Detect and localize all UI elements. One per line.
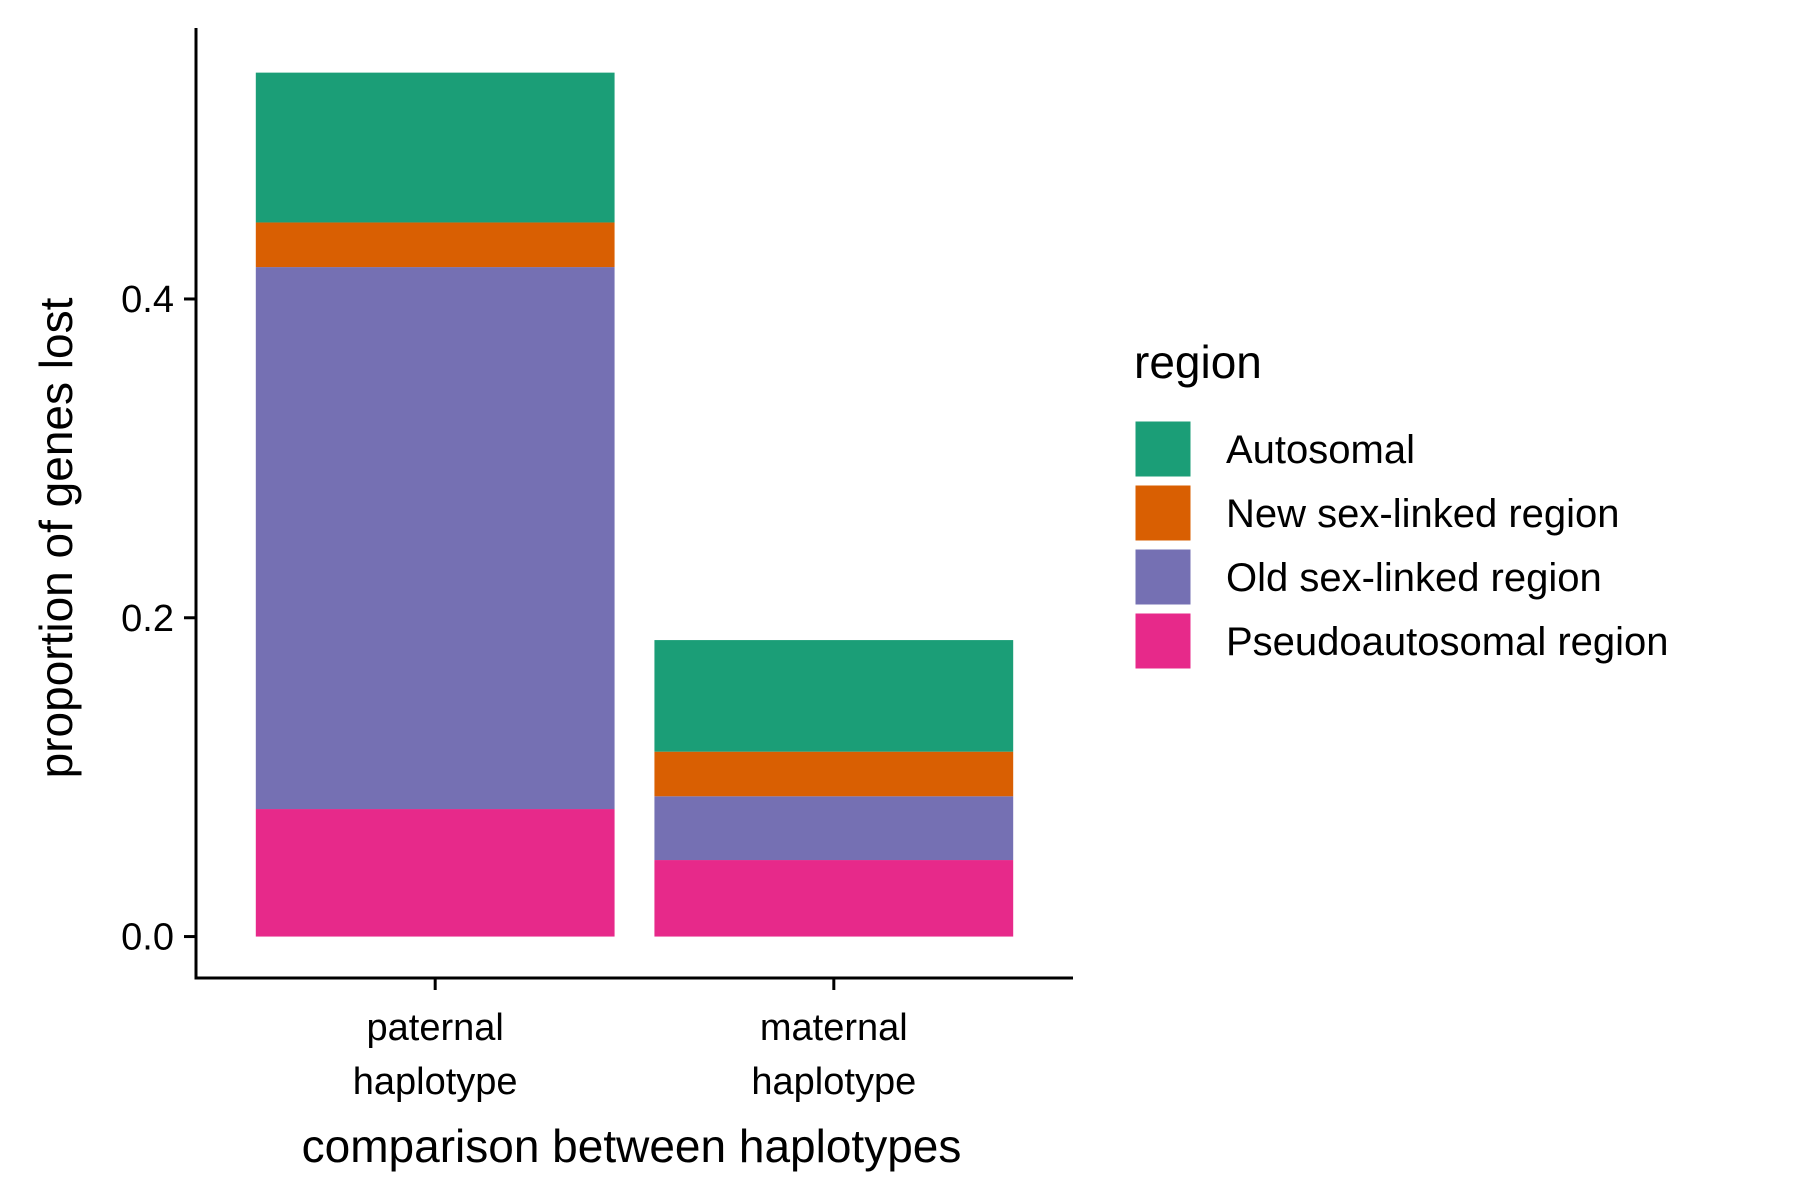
bar-segment-paternal-haplotype-old-sex-linked-region [255,267,615,810]
legend-key-new-sex-linked-region [1132,482,1194,544]
bar-segment-maternal-haplotype-new-sex-linked-region [654,751,1014,797]
legend-key-autosomal [1132,418,1194,480]
bar-segment-maternal-haplotype-autosomal [654,640,1014,752]
bar-segment-paternal-haplotype-new-sex-linked-region [255,222,615,268]
y-tick-label: 0.4 [121,279,174,321]
legend-label: Pseudoautosomal region [1226,620,1669,664]
legend-key-old-sex-linked-region [1132,546,1194,608]
legend-key-pseudoautosomal-region [1132,610,1194,672]
y-tick-label: 0.2 [121,598,174,640]
legend-label: Autosomal [1226,428,1415,472]
bar-segment-paternal-haplotype-pseudoautosomal-region [255,809,615,937]
axes-layer: 0.0 0.2 0.4 paternal haplotype maternal haplot… [30,28,1073,1172]
bars-layer [255,72,1014,937]
x-tick-label: maternal haplotype [751,1007,916,1103]
legend-label: New sex-linked region [1226,492,1620,536]
y-axis-title: proportion of genes lost [30,297,82,778]
legend: region Autosomal New sex-linked region Old … [1132,336,1669,672]
y-tick-label: 0.0 [121,917,174,959]
x-axis-title: comparison between haplotypes [302,1120,962,1172]
x-tick-label: paternal haplotype [353,1007,518,1103]
legend-label: Old sex-linked region [1226,556,1602,600]
legend-title: region [1134,336,1262,388]
bar-segment-maternal-haplotype-pseudoautosomal-region [654,860,1014,937]
bar-segment-maternal-haplotype-old-sex-linked-region [654,796,1014,861]
bar-segment-paternal-haplotype-autosomal [255,72,615,223]
